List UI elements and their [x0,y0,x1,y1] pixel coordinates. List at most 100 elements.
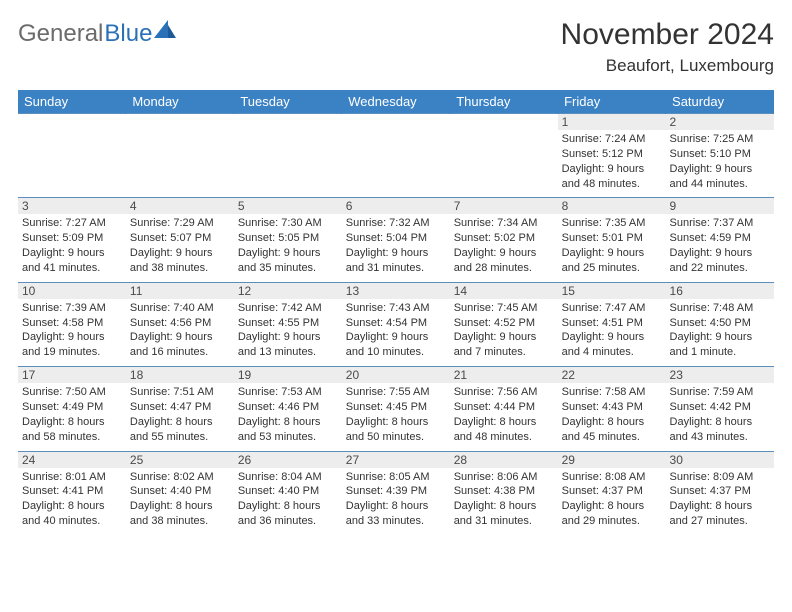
sunrise-line: Sunrise: 7:29 AM [130,216,230,231]
logo-text-general: General [18,20,103,48]
daylight-line: Daylight: 9 hours and 16 minutes. [130,330,230,360]
day-number-cell: 22 [558,367,666,384]
sunset-line: Sunset: 4:46 PM [238,400,338,415]
sunrise-line: Sunrise: 7:56 AM [454,385,554,400]
day-content-cell: Sunrise: 7:39 AMSunset: 4:58 PMDaylight:… [18,299,126,367]
daylight-line: Daylight: 9 hours and 22 minutes. [670,246,770,276]
sunset-line: Sunset: 4:41 PM [22,484,122,499]
col-wednesday: Wednesday [342,90,450,114]
sunrise-line: Sunrise: 7:58 AM [562,385,662,400]
sunrise-line: Sunrise: 7:32 AM [346,216,446,231]
sunrise-line: Sunrise: 7:35 AM [562,216,662,231]
day-number-cell: 19 [234,367,342,384]
sunrise-line: Sunrise: 7:30 AM [238,216,338,231]
daylight-line: Daylight: 8 hours and 45 minutes. [562,415,662,445]
sunrise-line: Sunrise: 7:37 AM [670,216,770,231]
day-content-cell: Sunrise: 7:56 AMSunset: 4:44 PMDaylight:… [450,383,558,451]
daylight-line: Daylight: 9 hours and 35 minutes. [238,246,338,276]
col-saturday: Saturday [666,90,774,114]
day-number-cell: 29 [558,451,666,468]
day-content-cell: Sunrise: 7:58 AMSunset: 4:43 PMDaylight:… [558,383,666,451]
day-content-cell: Sunrise: 7:29 AMSunset: 5:07 PMDaylight:… [126,214,234,282]
daylight-line: Daylight: 8 hours and 55 minutes. [130,415,230,445]
sunset-line: Sunset: 4:44 PM [454,400,554,415]
day-content-cell: Sunrise: 7:34 AMSunset: 5:02 PMDaylight:… [450,214,558,282]
col-tuesday: Tuesday [234,90,342,114]
daylight-line: Daylight: 8 hours and 38 minutes. [130,499,230,529]
day-number-cell [18,114,126,131]
sunset-line: Sunset: 4:51 PM [562,316,662,331]
sunrise-line: Sunrise: 7:43 AM [346,301,446,316]
day-number-cell: 26 [234,451,342,468]
day-content-row: Sunrise: 7:24 AMSunset: 5:12 PMDaylight:… [18,130,774,198]
sunset-line: Sunset: 5:10 PM [670,147,770,162]
daylight-line: Daylight: 9 hours and 19 minutes. [22,330,122,360]
sunrise-line: Sunrise: 8:05 AM [346,470,446,485]
daylight-line: Daylight: 9 hours and 41 minutes. [22,246,122,276]
day-number-row: 24252627282930 [18,451,774,468]
sunrise-line: Sunrise: 7:45 AM [454,301,554,316]
sunrise-line: Sunrise: 7:50 AM [22,385,122,400]
day-content-cell: Sunrise: 8:01 AMSunset: 4:41 PMDaylight:… [18,468,126,535]
day-content-cell: Sunrise: 7:55 AMSunset: 4:45 PMDaylight:… [342,383,450,451]
day-content-row: Sunrise: 8:01 AMSunset: 4:41 PM Daylight:… [18,468,774,535]
day-number-cell: 20 [342,367,450,384]
day-number-cell: 13 [342,282,450,299]
daylight-line: Daylight: 8 hours and 29 minutes. [562,499,662,529]
day-number-row: 10111213141516 [18,282,774,299]
day-content-cell: Sunrise: 7:42 AMSunset: 4:55 PMDaylight:… [234,299,342,367]
day-number-cell: 21 [450,367,558,384]
daylight-line: Daylight: 9 hours and 13 minutes. [238,330,338,360]
day-number-row: 12 [18,114,774,131]
day-content-cell [234,130,342,198]
sunrise-line: Sunrise: 7:40 AM [130,301,230,316]
day-content-row: Sunrise: 7:50 AMSunset: 4:49 PMDaylight:… [18,383,774,451]
sunset-line: Sunset: 4:55 PM [238,316,338,331]
day-number-cell: 15 [558,282,666,299]
logo: General Blue [18,18,176,48]
day-number-cell: 27 [342,451,450,468]
sunset-line: Sunset: 5:02 PM [454,231,554,246]
page-header: General Blue November 2024 Beaufort, Lux… [18,18,774,76]
sunrise-line: Sunrise: 8:06 AM [454,470,554,485]
sunset-line: Sunset: 5:07 PM [130,231,230,246]
daylight-line: Daylight: 9 hours and 10 minutes. [346,330,446,360]
day-number-cell: 18 [126,367,234,384]
sunset-line: Sunset: 5:01 PM [562,231,662,246]
day-number-cell: 8 [558,198,666,215]
daylight-line: Daylight: 9 hours and 7 minutes. [454,330,554,360]
logo-text-blue: Blue [104,20,152,48]
sunrise-line: Sunrise: 7:51 AM [130,385,230,400]
sunset-line: Sunset: 4:40 PM [238,484,338,499]
day-number-cell: 12 [234,282,342,299]
day-number-cell: 9 [666,198,774,215]
sunrise-line: Sunrise: 7:53 AM [238,385,338,400]
sunrise-line: Sunrise: 7:47 AM [562,301,662,316]
day-content-cell: Sunrise: 8:05 AMSunset: 4:39 PMDaylight:… [342,468,450,535]
day-number-cell: 7 [450,198,558,215]
day-number-cell [234,114,342,131]
daylight-line: Daylight: 9 hours and 28 minutes. [454,246,554,276]
day-content-cell: Sunrise: 7:27 AMSunset: 5:09 PMDaylight:… [18,214,126,282]
col-thursday: Thursday [450,90,558,114]
day-number-cell: 24 [18,451,126,468]
day-content-row: Sunrise: 7:27 AMSunset: 5:09 PMDaylight:… [18,214,774,282]
sunset-line: Sunset: 4:37 PM [670,484,770,499]
daylight-line: Daylight: 8 hours and 58 minutes. [22,415,122,445]
sunrise-line: Sunrise: 7:25 AM [670,132,770,147]
sunrise-line: Sunrise: 8:01 AM [22,470,122,485]
sunrise-line: Sunrise: 7:34 AM [454,216,554,231]
daylight-line: Daylight: 9 hours and 44 minutes. [670,162,770,192]
daylight-line: Daylight: 9 hours and 25 minutes. [562,246,662,276]
day-content-cell: Sunrise: 7:53 AMSunset: 4:46 PMDaylight:… [234,383,342,451]
sunset-line: Sunset: 5:04 PM [346,231,446,246]
weekday-header-row: Sunday Monday Tuesday Wednesday Thursday… [18,90,774,114]
day-content-cell: Sunrise: 8:06 AMSunset: 4:38 PMDaylight:… [450,468,558,535]
day-number-row: 17181920212223 [18,367,774,384]
day-content-cell [126,130,234,198]
sunset-line: Sunset: 4:56 PM [130,316,230,331]
day-content-cell: Sunrise: 7:47 AMSunset: 4:51 PMDaylight:… [558,299,666,367]
daylight-line: Daylight: 8 hours and 53 minutes. [238,415,338,445]
sunset-line: Sunset: 5:09 PM [22,231,122,246]
logo-triangle-icon [154,20,176,38]
